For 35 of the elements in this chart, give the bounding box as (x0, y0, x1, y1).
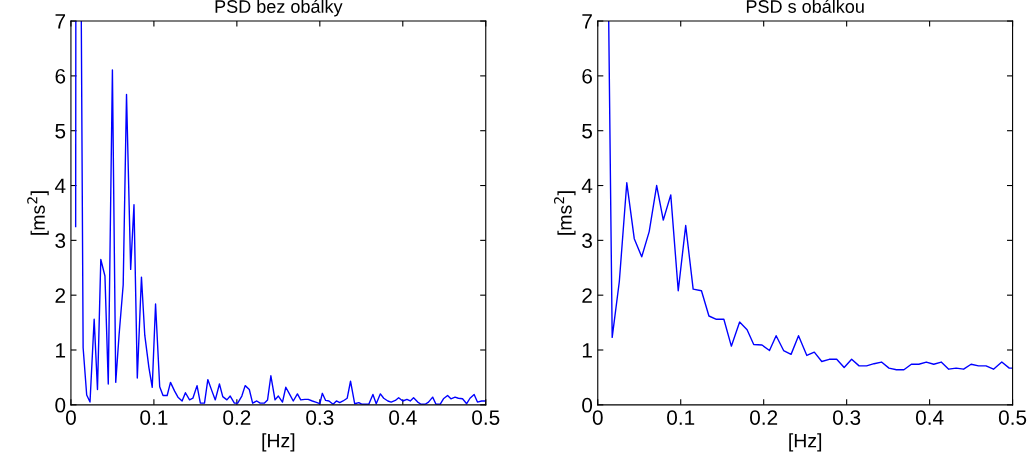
chart-title: PSD s obálkou (746, 0, 864, 13)
x-tick-label: 0.3 (306, 410, 334, 425)
line-series (608, 21, 1013, 371)
chart-title: PSD bez obálky (215, 0, 343, 17)
x-tick-label: 0.3 (832, 410, 861, 425)
y-tick-label: 6 (55, 68, 66, 84)
x-tick-label: 0.5 (472, 410, 500, 425)
x-tick-label: 0.2 (223, 410, 251, 425)
x-tick-label: 0.4 (389, 410, 417, 425)
y-tick-label: 3 (582, 233, 592, 249)
y-tick-label: 5 (582, 123, 593, 139)
y-axis-title: [ms$^{2}$] (27, 191, 49, 235)
y-tick-label: 0 (55, 397, 66, 413)
x-tick-label: 0.2 (750, 410, 778, 425)
y-tick-label: 5 (55, 123, 66, 139)
y-tick-label: 1 (582, 343, 592, 358)
y-tick-label: 4 (581, 178, 593, 194)
x-tick-label: 0 (65, 410, 76, 425)
y-tick-label: 6 (582, 68, 592, 84)
y-tick-label: 4 (54, 178, 66, 194)
y-tick-label: 2 (55, 288, 66, 303)
y-tick-label: 7 (55, 14, 66, 29)
y-tick-label: 2 (582, 288, 592, 303)
y-tick-label: 0 (582, 397, 593, 413)
y-axis-title: [ms$^{2}$] (553, 191, 576, 235)
x-tick-label: 0.1 (140, 410, 168, 425)
y-tick-label: 3 (55, 233, 66, 249)
x-tick-label: 0.4 (915, 410, 944, 425)
x-axis-title: [Hz] (262, 433, 295, 452)
x-tick-label: 0.5 (998, 410, 1027, 425)
x-tick-label: 0 (592, 410, 603, 425)
x-axis-title: [Hz] (789, 433, 822, 452)
y-tick-label: 1 (56, 343, 66, 358)
x-tick-label: 0.1 (667, 410, 695, 425)
y-tick-label: 7 (582, 14, 592, 29)
